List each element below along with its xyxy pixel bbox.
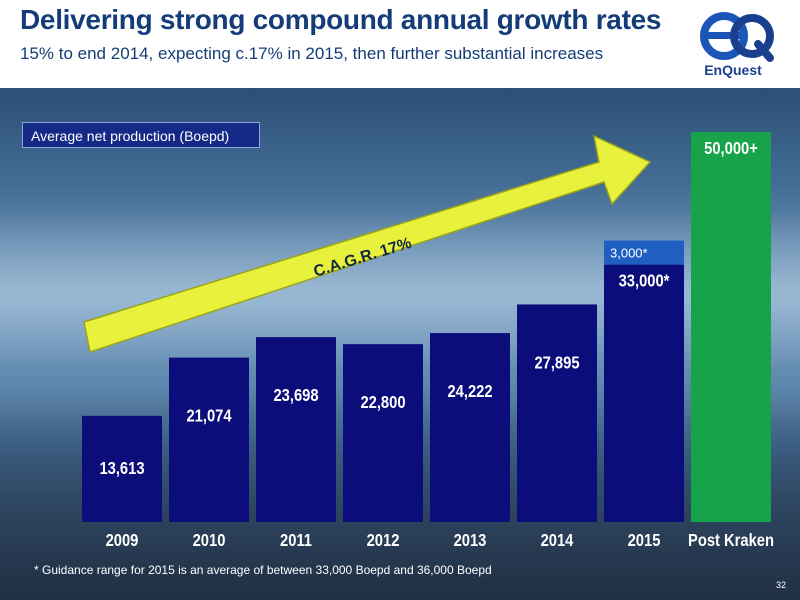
bar-value-label: 13,613 (99, 459, 144, 479)
bar-value-label: 23,698 (273, 386, 318, 406)
category-label: 2011 (280, 531, 312, 551)
bar-2015 (604, 264, 684, 522)
bar-value-label: 21,074 (186, 406, 232, 426)
bar-post-kraken (691, 132, 771, 522)
enquest-logo-text: EnQuest (704, 62, 762, 78)
slide-title: Delivering strong compound annual growth… (20, 4, 662, 35)
chart-title-box: Average net production (Boepd) (22, 122, 260, 148)
bar-2013 (430, 333, 510, 522)
enquest-logo-mark (700, 12, 774, 62)
cagr-arrow (83, 134, 652, 353)
bar-2012 (343, 344, 423, 522)
footnote: * Guidance range for 2015 is an average … (34, 563, 492, 577)
bar-2009 (82, 415, 162, 522)
category-label: 2014 (541, 531, 575, 551)
slide-header: Delivering strong compound annual growth… (0, 0, 800, 88)
guidance-range-label: 3,000* (610, 246, 648, 261)
bar-value-label: 24,222 (447, 382, 492, 402)
category-label: Post Kraken (688, 531, 774, 551)
category-label: 2015 (628, 531, 661, 551)
category-label: 2010 (193, 531, 226, 551)
bar-value-label: 27,895 (534, 353, 579, 373)
bar-2015-guidance-range (604, 240, 684, 265)
enquest-logo: EnQuest (694, 12, 780, 82)
bar-2010 (169, 357, 249, 522)
bar-2011 (256, 337, 336, 522)
category-label: 2013 (454, 531, 487, 551)
page-number: 32 (776, 580, 787, 590)
bar-2014 (517, 304, 597, 522)
category-label: 2009 (106, 531, 139, 551)
bar-value-label: 22,800 (360, 393, 405, 413)
category-label: 2012 (367, 531, 400, 551)
slide-subtitle: 15% to end 2014, expecting c.17% in 2015… (20, 44, 604, 63)
bars-group: 13,613 2009 21,074 2010 23,698 2011 22,800 2012… (82, 132, 774, 550)
bar-value-label: 50,000+ (704, 139, 758, 159)
bar-value-label: 33,000* (619, 271, 670, 291)
